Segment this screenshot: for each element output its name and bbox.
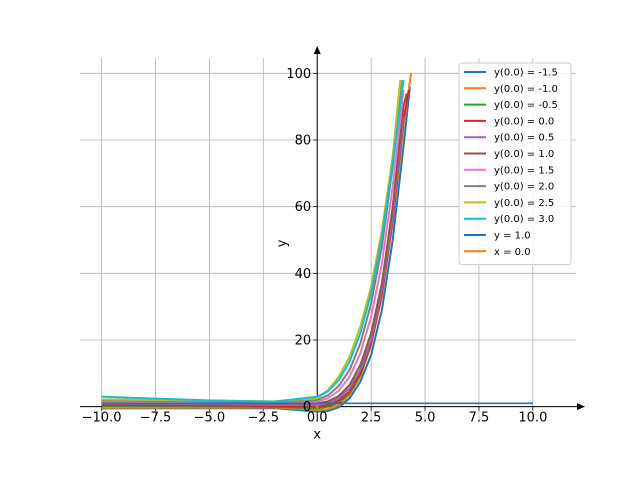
legend-label: y(0.0) = 1.5	[494, 165, 554, 176]
legend-label: y(0.0) = 2.5	[494, 198, 554, 209]
y-tick-label: 100	[286, 67, 311, 82]
y-tick-label: 0	[303, 400, 311, 415]
x-tick-label: −10.0	[82, 411, 122, 426]
tick-labels: −10.0 −7.5 −5.0 −2.5 0.0 2.5 5.0 7.5 10.0 0 20 40 60…	[82, 67, 548, 426]
legend-label: y(0.0) = 0.0	[494, 116, 554, 127]
y-tick-label: 40	[295, 267, 312, 282]
x-tick-label: 7.5	[469, 411, 490, 426]
x-tick-label: −5.0	[194, 411, 226, 426]
x-tick-label: 2.5	[361, 411, 382, 426]
x-tick-label: 5.0	[415, 411, 436, 426]
series-line-5	[101, 116, 405, 406]
legend-label: y = 1.0	[494, 231, 531, 242]
legend-label: y(0.0) = -0.5	[494, 100, 558, 111]
legend-label: y(0.0) = -1.5	[494, 68, 558, 79]
legend-label: y(0.0) = 3.0	[494, 214, 554, 225]
legend: y(0.0) = -1.5 y(0.0) = -1.0 y(0.0) = -0.5 y…	[458, 62, 572, 266]
legend-label: y(0.0) = 0.5	[494, 133, 554, 144]
series-line-10	[101, 79, 405, 403]
legend-label: x = 0.0	[494, 247, 531, 258]
legend-box	[458, 62, 572, 266]
y-axis-label: y	[275, 239, 290, 247]
legend-label: y(0.0) = 2.0	[494, 182, 554, 193]
x-axis-arrow	[577, 403, 585, 411]
x-tick-label: 10.0	[518, 411, 547, 426]
y-tick-label: 20	[295, 334, 312, 349]
legend-label: y(0.0) = -1.0	[494, 84, 558, 95]
y-tick-label: 60	[295, 200, 312, 215]
x-tick-label: 0.0	[307, 411, 328, 426]
legend-label: y(0.0) = 1.0	[494, 149, 554, 160]
y-axis-arrow	[313, 46, 321, 54]
x-axis-label: x	[313, 428, 321, 443]
series-lines	[101, 73, 533, 413]
y-tick-label: 80	[295, 134, 312, 149]
x-tick-label: −2.5	[248, 411, 280, 426]
x-tick-label: −7.5	[140, 411, 172, 426]
